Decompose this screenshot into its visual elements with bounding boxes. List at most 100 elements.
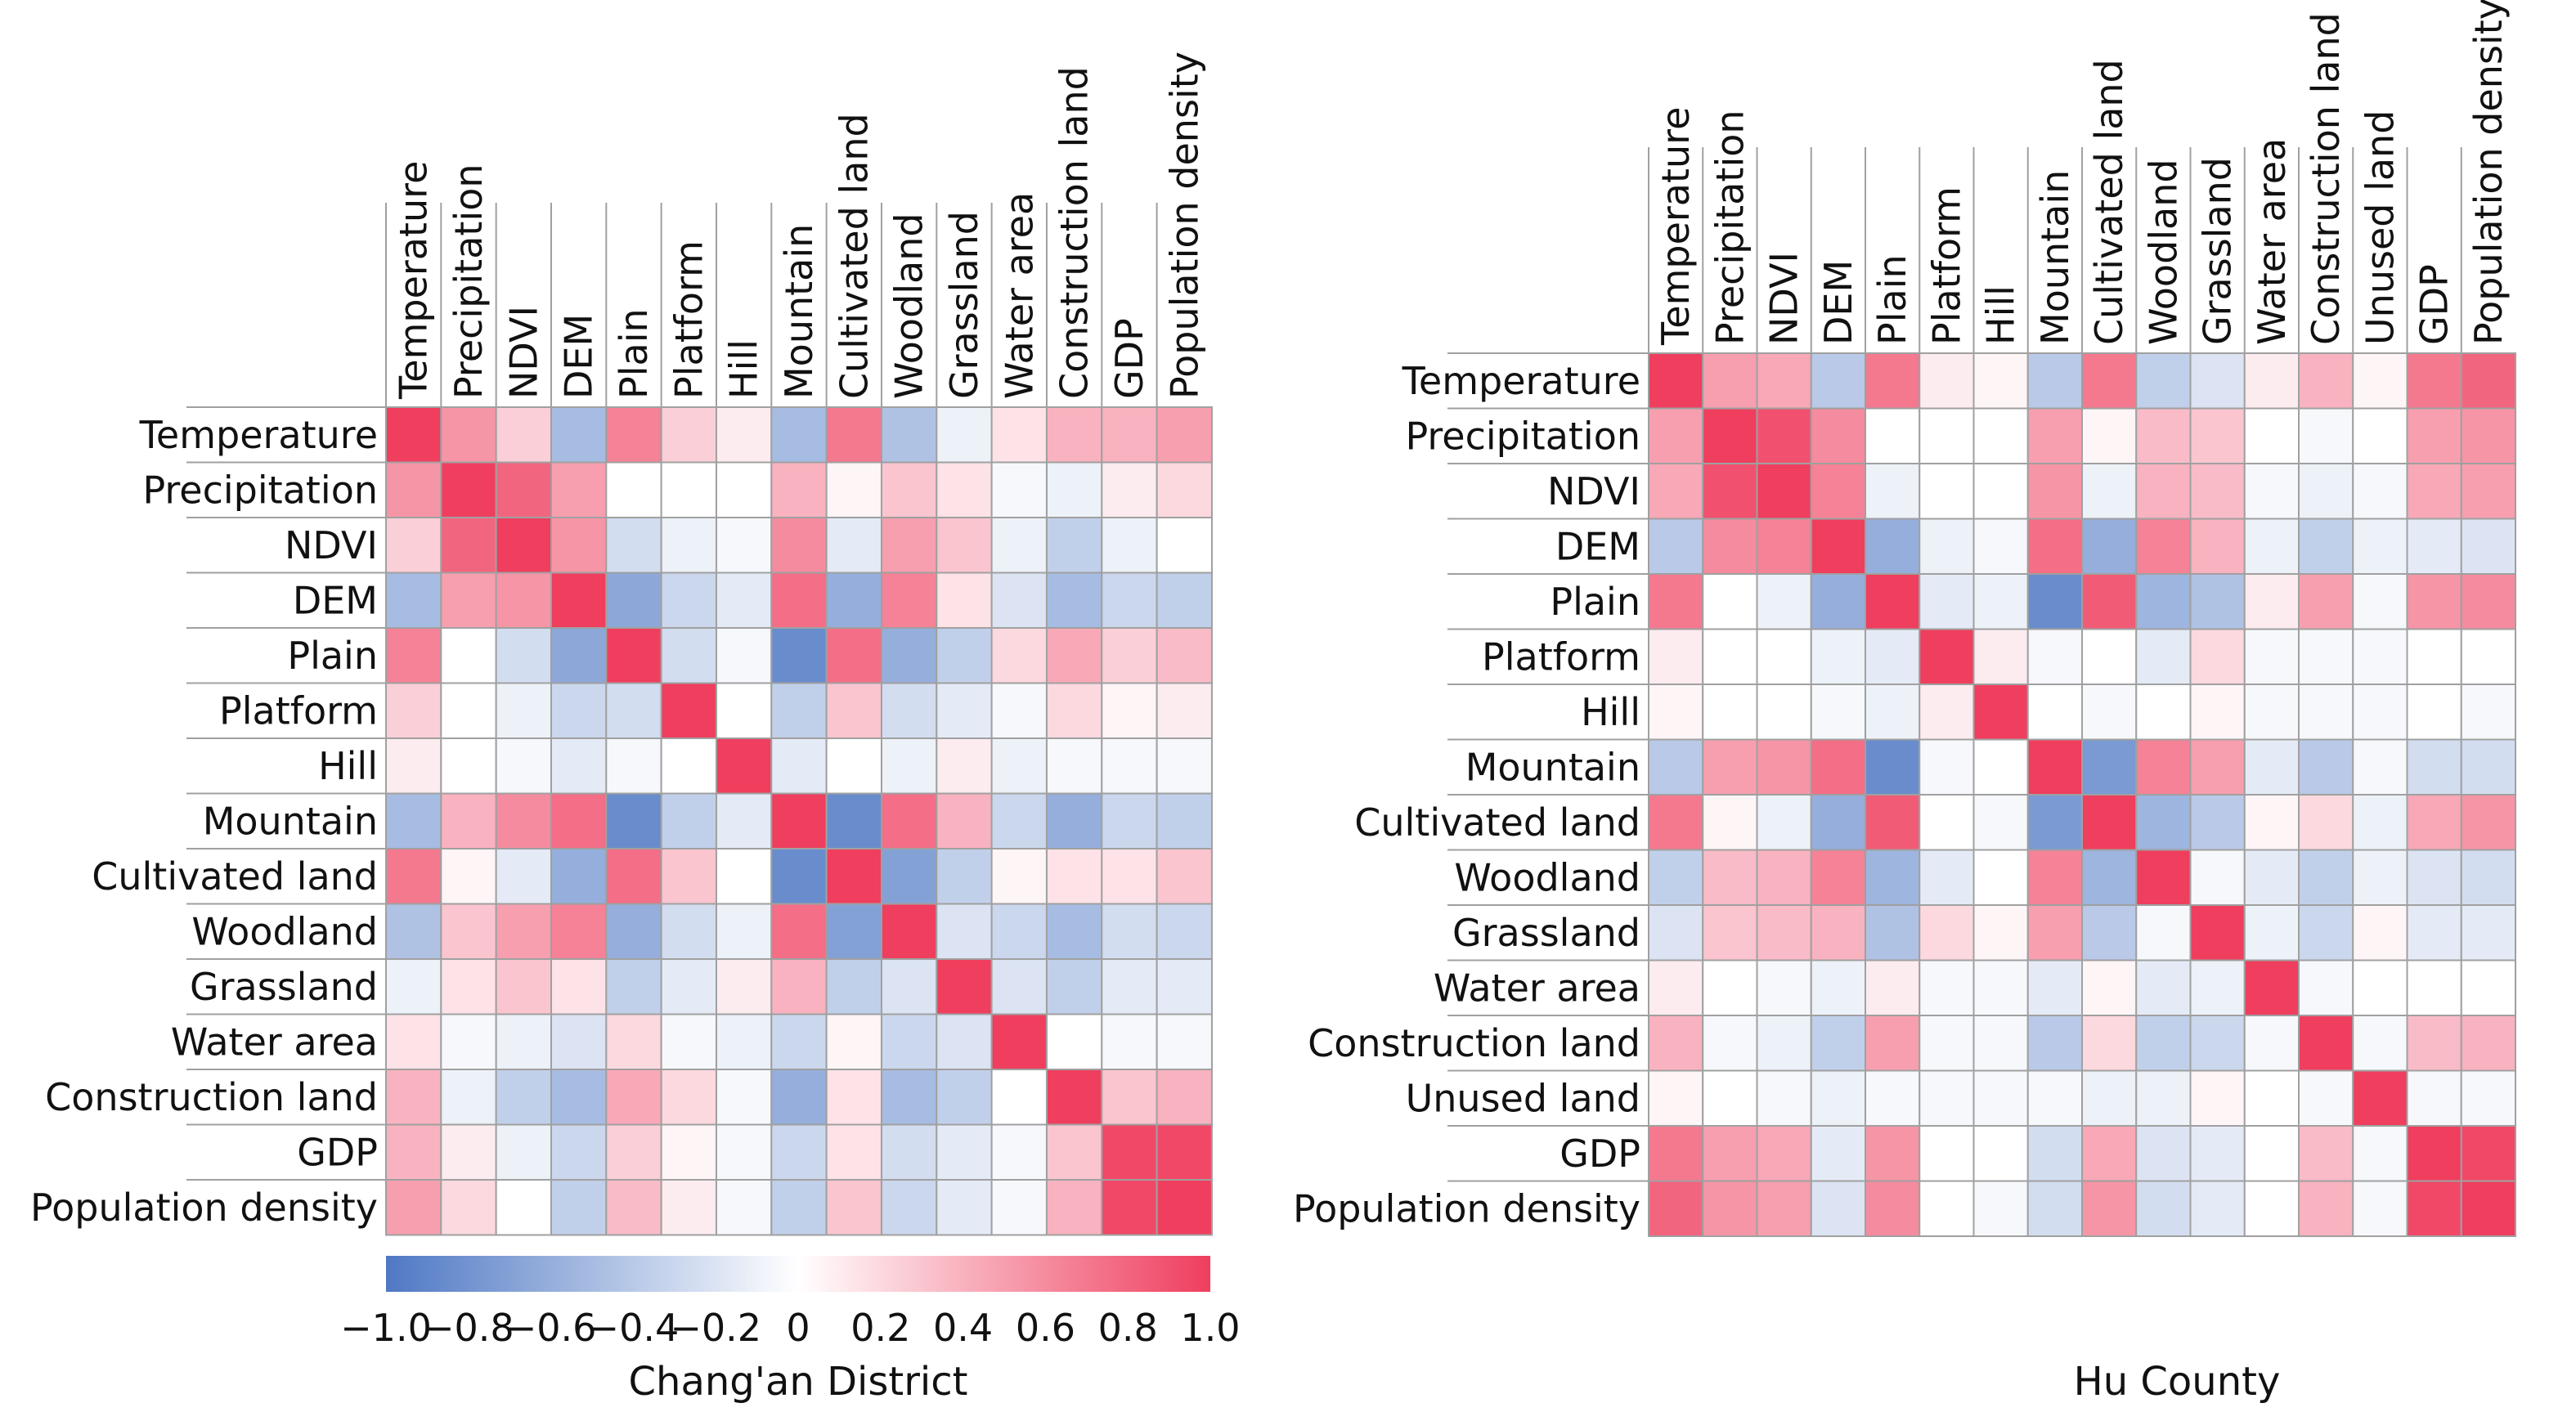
heatmap-cell (2243, 573, 2300, 630)
row-label-construction-land: Construction land (1308, 1021, 1640, 1065)
heatmap-cell (1810, 628, 1866, 685)
heatmap-cell (2243, 738, 2300, 796)
heatmap-cell (1865, 1180, 1921, 1237)
heatmap-cell (2135, 463, 2192, 520)
heatmap-cell (550, 682, 608, 739)
heatmap-cell (1648, 1180, 1704, 1237)
heatmap-cell (1919, 738, 1975, 796)
heatmap-cell (936, 461, 993, 518)
heatmap-cell (1972, 628, 2029, 685)
heatmap-cell (1810, 463, 1866, 520)
colorbar-tick-label: 1.0 (1180, 1306, 1240, 1350)
heatmap-cell (1972, 1125, 2029, 1182)
heatmap-cell (1702, 407, 1758, 464)
column-label-woodland: Woodland (2141, 159, 2185, 345)
heatmap-cell (1648, 904, 1704, 962)
heatmap-cell (2189, 573, 2246, 630)
column-label-cultivated-land: Cultivated land (832, 113, 876, 399)
heatmap-cell (1156, 627, 1213, 684)
heatmap-cell (1101, 572, 1158, 629)
heatmap-cell (1648, 573, 1704, 630)
column-label-grassland: Grassland (942, 211, 986, 399)
heatmap-cell (2460, 1015, 2516, 1072)
heatmap-cell (660, 461, 717, 518)
column-label-water-area: Water area (997, 192, 1041, 399)
row-label-construction-land: Construction land (45, 1075, 378, 1119)
heatmap-cell (1756, 573, 1812, 630)
heatmap-cell (440, 792, 497, 849)
heatmap-cell (1648, 684, 1704, 741)
heatmap-cell (2135, 1180, 2192, 1237)
row-label-mountain: Mountain (1465, 745, 1640, 789)
heatmap-cell (2243, 849, 2300, 906)
heatmap-cell (1648, 518, 1704, 575)
heatmap-cell (1156, 1013, 1213, 1070)
heatmap-cell (1919, 684, 1975, 741)
heatmap-cell (660, 572, 717, 629)
heatmap-cell (936, 1069, 993, 1126)
heatmap-cell (605, 1069, 662, 1126)
heatmap-cell (1756, 849, 1812, 906)
heatmap-cell (1702, 849, 1758, 906)
heatmap-cell (1810, 518, 1866, 575)
heatmap-cell (2026, 684, 2083, 741)
column-label-gdp: GDP (1107, 318, 1151, 399)
heatmap-cell (1648, 463, 1704, 520)
row-label-ndvi: NDVI (285, 523, 378, 567)
heatmap-cell (936, 572, 993, 629)
heatmap-cell (1972, 518, 2029, 575)
column-label-population-density: Population density (1162, 52, 1206, 399)
heatmap-cell (2298, 904, 2354, 962)
heatmap-cell (2243, 628, 2300, 685)
heatmap-cell (605, 517, 662, 574)
heatmap-cell (495, 682, 552, 739)
heatmap-cell (825, 1013, 882, 1070)
heatmap-cell (1648, 352, 1704, 410)
heatmap-cell (440, 627, 497, 684)
heatmap-cell (715, 848, 773, 905)
heatmap-cell (2243, 518, 2300, 575)
heatmap-cell (2460, 959, 2516, 1016)
heatmap-cell (2460, 684, 2516, 741)
heatmap-cell (2406, 1069, 2462, 1127)
row-label-woodland: Woodland (191, 909, 378, 953)
heatmap-cell (1156, 903, 1213, 960)
heatmap-cell (660, 1123, 717, 1181)
heatmap-cell (2189, 1180, 2246, 1237)
heatmap-cell (1865, 1125, 1921, 1182)
heatmap-cell (2298, 1069, 2354, 1127)
heatmap-cell (2243, 1180, 2300, 1237)
heatmap-cell (1045, 461, 1103, 518)
heatmap-cell (1972, 463, 2029, 520)
heatmap-cell (1865, 794, 1921, 851)
heatmap-cell (2243, 904, 2300, 962)
column-label-gdp: GDP (2412, 264, 2457, 345)
heatmap-cell (1045, 406, 1103, 464)
heatmap-cell (1756, 738, 1812, 796)
heatmap-cell (495, 848, 552, 905)
heatmap-cell (2081, 1125, 2138, 1182)
row-label-plain: Plain (287, 634, 378, 678)
heatmap-cell (2460, 738, 2516, 796)
heatmap-cell (1702, 904, 1758, 962)
heatmap-cell (440, 1179, 497, 1236)
heatmap-cell (880, 792, 938, 849)
heatmap-cell (990, 682, 1048, 739)
colorbar-tick-label: −0.8 (423, 1306, 514, 1350)
heatmap-cell (1972, 849, 2029, 906)
heatmap-cell (2243, 959, 2300, 1016)
heatmap-cell (385, 792, 442, 849)
heatmap-cell (1972, 573, 2029, 630)
heatmap-cell (1648, 849, 1704, 906)
row-label-hill: Hill (318, 744, 378, 788)
heatmap-cell (440, 682, 497, 739)
heatmap-cell (1919, 1015, 1975, 1072)
heatmap-cell (2189, 849, 2246, 906)
heatmap-cell (1756, 1069, 1812, 1127)
heatmap-cell (385, 406, 442, 464)
heatmap-cell (825, 461, 882, 518)
heatmap-cell (1865, 573, 1921, 630)
heatmap-cell (825, 627, 882, 684)
heatmap-cell (715, 1123, 773, 1181)
heatmap-cell (2026, 1015, 2083, 1072)
